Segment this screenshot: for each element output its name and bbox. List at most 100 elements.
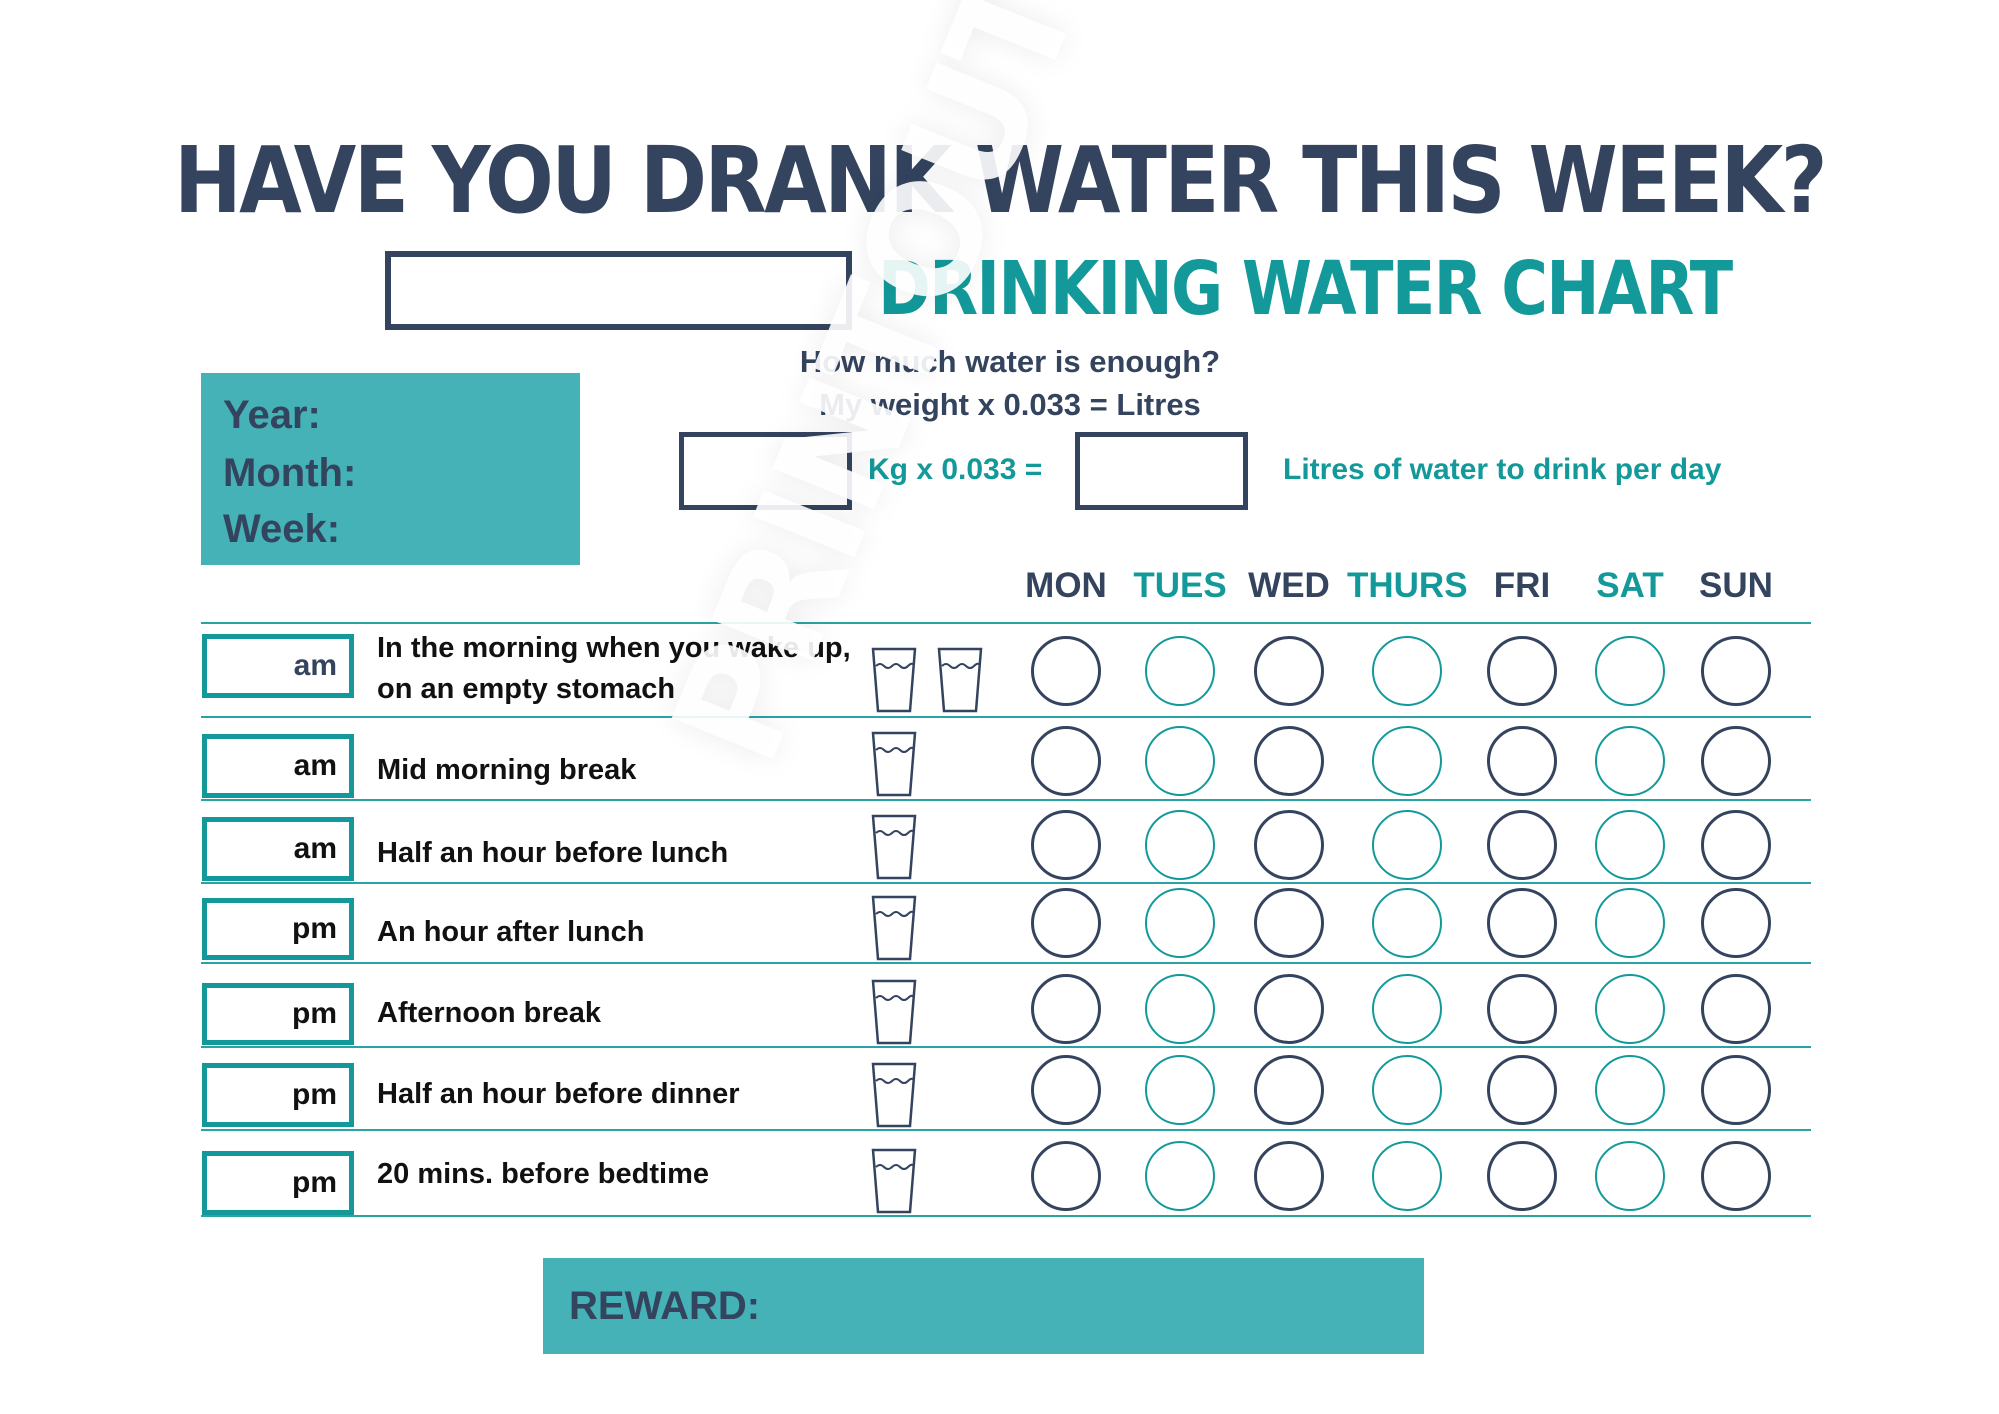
day-circle-checkbox[interactable] bbox=[1254, 810, 1324, 880]
day-circle-checkbox[interactable] bbox=[1254, 1055, 1324, 1125]
time-box-pm[interactable]: pm bbox=[202, 983, 354, 1045]
day-circle-checkbox[interactable] bbox=[1372, 810, 1442, 880]
day-circle-checkbox[interactable] bbox=[1254, 726, 1324, 796]
day-circle-checkbox[interactable] bbox=[1595, 974, 1665, 1044]
row-divider bbox=[201, 1046, 1811, 1048]
time-box-pm[interactable]: pm bbox=[202, 1063, 354, 1127]
day-circle-checkbox[interactable] bbox=[1595, 636, 1665, 706]
day-circle-checkbox[interactable] bbox=[1372, 636, 1442, 706]
year-label: Year: bbox=[223, 393, 321, 437]
day-circle-checkbox[interactable] bbox=[1254, 974, 1324, 1044]
day-circle-checkbox[interactable] bbox=[1487, 810, 1557, 880]
day-circle-checkbox[interactable] bbox=[1487, 888, 1557, 958]
day-circle-checkbox[interactable] bbox=[1031, 974, 1101, 1044]
reward-label: REWARD: bbox=[569, 1284, 761, 1328]
day-circle-checkbox[interactable] bbox=[1031, 1055, 1101, 1125]
time-box-pm[interactable]: pm bbox=[202, 1151, 354, 1215]
day-circle-checkbox[interactable] bbox=[1145, 636, 1215, 706]
row-divider bbox=[201, 799, 1811, 801]
day-circle-checkbox[interactable] bbox=[1254, 888, 1324, 958]
reward-panel: REWARD: bbox=[543, 1258, 1424, 1354]
day-circle-checkbox[interactable] bbox=[1372, 726, 1442, 796]
day-circle-checkbox[interactable] bbox=[1487, 1141, 1557, 1211]
day-circle-checkbox[interactable] bbox=[1031, 636, 1101, 706]
day-circle-checkbox[interactable] bbox=[1145, 1141, 1215, 1211]
day-circle-checkbox[interactable] bbox=[1254, 1141, 1324, 1211]
row-divider bbox=[201, 1129, 1811, 1131]
time-label: am bbox=[293, 749, 337, 782]
time-label: am bbox=[293, 832, 337, 865]
day-header-sat: SAT bbox=[1596, 566, 1664, 605]
time-box-pm[interactable]: pm bbox=[202, 898, 354, 960]
time-box-am[interactable]: am bbox=[202, 734, 354, 798]
weight-kg-input-box[interactable] bbox=[679, 432, 852, 510]
day-circle-checkbox[interactable] bbox=[1031, 810, 1101, 880]
day-circle-checkbox[interactable] bbox=[1487, 726, 1557, 796]
formula-equation: My weight x 0.033 = Litres bbox=[819, 387, 1201, 422]
day-header-sun: SUN bbox=[1699, 566, 1773, 605]
day-circle-checkbox[interactable] bbox=[1701, 1141, 1771, 1211]
time-box-am[interactable]: am bbox=[202, 817, 354, 881]
row-label: Half an hour before dinner bbox=[377, 1078, 740, 1110]
day-circle-checkbox[interactable] bbox=[1595, 1055, 1665, 1125]
water-glass-icon bbox=[936, 646, 984, 714]
day-circle-checkbox[interactable] bbox=[1487, 974, 1557, 1044]
row-divider bbox=[201, 1215, 1811, 1217]
day-circle-checkbox[interactable] bbox=[1372, 1055, 1442, 1125]
water-glass-icon bbox=[870, 813, 918, 881]
day-header-thurs: THURS bbox=[1347, 566, 1468, 605]
day-header-tues: TUES bbox=[1133, 566, 1227, 605]
day-header-wed: WED bbox=[1248, 566, 1330, 605]
day-circle-checkbox[interactable] bbox=[1595, 1141, 1665, 1211]
day-circle-checkbox[interactable] bbox=[1145, 888, 1215, 958]
week-label: Week: bbox=[223, 507, 341, 551]
day-circle-checkbox[interactable] bbox=[1031, 888, 1101, 958]
row-divider bbox=[201, 882, 1811, 884]
day-circle-checkbox[interactable] bbox=[1701, 974, 1771, 1044]
day-circle-checkbox[interactable] bbox=[1487, 1055, 1557, 1125]
day-circle-checkbox[interactable] bbox=[1031, 726, 1101, 796]
kg-multiplier-text: Kg x 0.033 = bbox=[868, 453, 1043, 486]
date-info-panel: Year: Month: Week: bbox=[201, 373, 580, 565]
name-input-box[interactable] bbox=[385, 251, 852, 330]
day-circle-checkbox[interactable] bbox=[1145, 1055, 1215, 1125]
time-label: am bbox=[293, 649, 337, 682]
row-label: 20 mins. before bedtime bbox=[377, 1158, 709, 1190]
row-label: Afternoon break bbox=[377, 997, 601, 1029]
litres-per-day-text: Litres of water to drink per day bbox=[1283, 453, 1722, 486]
day-circle-checkbox[interactable] bbox=[1372, 1141, 1442, 1211]
day-header-mon: MON bbox=[1025, 566, 1107, 605]
water-glass-icon bbox=[870, 730, 918, 798]
row-label: Mid morning break bbox=[377, 754, 637, 786]
day-circle-checkbox[interactable] bbox=[1595, 810, 1665, 880]
time-label: pm bbox=[292, 912, 337, 945]
page-title: HAVE YOU DRANK WATER THIS WEEK? bbox=[174, 127, 1828, 234]
day-circle-checkbox[interactable] bbox=[1487, 636, 1557, 706]
day-circle-checkbox[interactable] bbox=[1254, 636, 1324, 706]
row-label: An hour after lunch bbox=[377, 916, 645, 948]
day-circle-checkbox[interactable] bbox=[1031, 1141, 1101, 1211]
day-circle-checkbox[interactable] bbox=[1701, 888, 1771, 958]
chart-subtitle: DRINKING WATER CHART bbox=[878, 246, 1733, 332]
day-circle-checkbox[interactable] bbox=[1701, 1055, 1771, 1125]
day-circle-checkbox[interactable] bbox=[1145, 974, 1215, 1044]
water-glass-icon bbox=[870, 1147, 918, 1215]
day-circle-checkbox[interactable] bbox=[1701, 726, 1771, 796]
day-circle-checkbox[interactable] bbox=[1372, 888, 1442, 958]
day-circle-checkbox[interactable] bbox=[1595, 888, 1665, 958]
time-box-am[interactable]: am bbox=[202, 634, 354, 698]
time-label: pm bbox=[292, 1078, 337, 1111]
day-circle-checkbox[interactable] bbox=[1595, 726, 1665, 796]
water-glass-icon bbox=[870, 978, 918, 1046]
time-label: pm bbox=[292, 997, 337, 1030]
row-divider bbox=[201, 962, 1811, 964]
litres-result-input-box[interactable] bbox=[1075, 432, 1248, 510]
day-circle-checkbox[interactable] bbox=[1701, 636, 1771, 706]
day-circle-checkbox[interactable] bbox=[1145, 810, 1215, 880]
formula-question: How much water is enough? bbox=[799, 344, 1221, 379]
water-glass-icon bbox=[870, 646, 918, 714]
day-circle-checkbox[interactable] bbox=[1372, 974, 1442, 1044]
day-circle-checkbox[interactable] bbox=[1145, 726, 1215, 796]
day-header-fri: FRI bbox=[1493, 566, 1551, 605]
day-circle-checkbox[interactable] bbox=[1701, 810, 1771, 880]
